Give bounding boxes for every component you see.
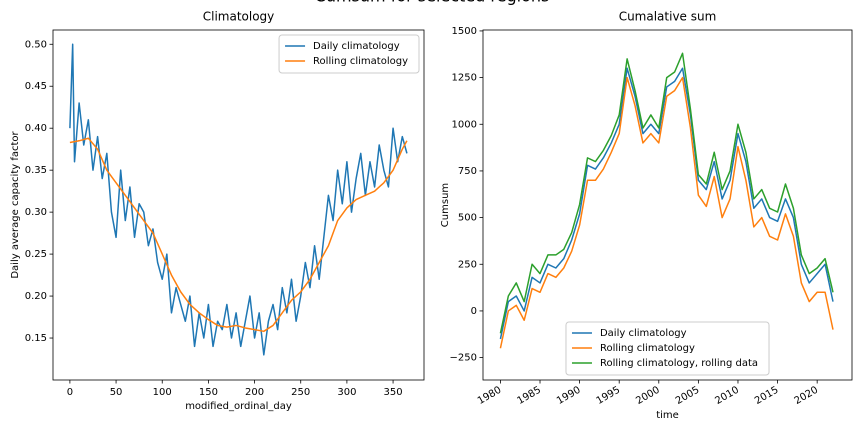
legend: Daily climatology Rolling climatology Roll…	[565, 321, 770, 376]
y-axis-label: Cumsum	[440, 183, 451, 227]
x-axis-label: modified_ordinal_day	[185, 401, 292, 412]
x-tick-label: 2020	[793, 385, 821, 407]
axes-frame	[52, 29, 425, 381]
legend: Daily climatology Rolling climatology	[278, 34, 420, 74]
legend-label: Rolling climatology	[600, 343, 695, 354]
y-tick-label: 250	[458, 259, 477, 270]
legend-label: Daily climatology	[313, 41, 400, 52]
y-tick-label: 0.45	[25, 81, 47, 92]
y-tick-label: 0	[471, 306, 477, 317]
legend-frame	[565, 321, 770, 376]
x-tick-label: 50	[110, 387, 123, 398]
x-tick-label: 2005	[674, 385, 702, 407]
y-tick-label: 0.25	[25, 249, 47, 260]
y-tick-label: 0.50	[25, 39, 47, 50]
x-tick-label: 1980	[476, 385, 504, 407]
plot-area	[69, 43, 408, 356]
x-tick-label: 0	[67, 387, 73, 398]
x-tick-label: 100	[153, 387, 172, 398]
x-tick-label: 2000	[634, 385, 662, 407]
y-tick-label: 0.15	[25, 333, 47, 344]
legend-label: Daily climatology	[600, 328, 687, 339]
x-tick-label: 2015	[753, 385, 781, 407]
x-tick-label: 2010	[713, 385, 741, 407]
legend-label: Rolling climatology, rolling data	[600, 358, 758, 369]
y-tick-label: 0.35	[25, 165, 47, 176]
x-tick-label: 150	[199, 387, 218, 398]
data-line	[499, 76, 834, 349]
x-tick-label: 1985	[515, 385, 543, 407]
legend-label: Rolling climatology	[313, 56, 408, 67]
x-tick-label: 1995	[595, 385, 623, 407]
x-tick-label: 350	[384, 387, 403, 398]
x-tick-label: 250	[291, 387, 310, 398]
y-tick-label: 0.20	[25, 291, 47, 302]
axes-title: Cumalative sum	[619, 10, 717, 24]
legend-frame	[278, 34, 420, 74]
y-tick-label: 1000	[452, 119, 477, 130]
data-line	[69, 137, 408, 333]
axes-frame	[482, 29, 853, 381]
data-line	[499, 52, 834, 334]
x-tick-label: 200	[245, 387, 264, 398]
y-axis-label: Daily average capacity factor	[10, 130, 21, 278]
figure-title: Cumsum for selected regions	[315, 0, 550, 6]
x-axis-label: time	[656, 410, 679, 421]
data-line	[69, 43, 408, 356]
y-tick-label: 0.30	[25, 207, 47, 218]
data-line	[499, 67, 834, 340]
y-tick-label: 500	[458, 213, 477, 224]
x-tick-label: 1990	[555, 385, 583, 407]
x-tick-label: 300	[337, 387, 356, 398]
axes-title: Climatology	[203, 10, 275, 24]
y-tick-label: 1500	[452, 26, 477, 37]
plot-area	[499, 52, 834, 349]
y-tick-label: 750	[458, 166, 477, 177]
y-tick-label: −250	[450, 353, 477, 364]
y-tick-label: 1250	[452, 73, 477, 84]
y-tick-label: 0.40	[25, 123, 47, 134]
